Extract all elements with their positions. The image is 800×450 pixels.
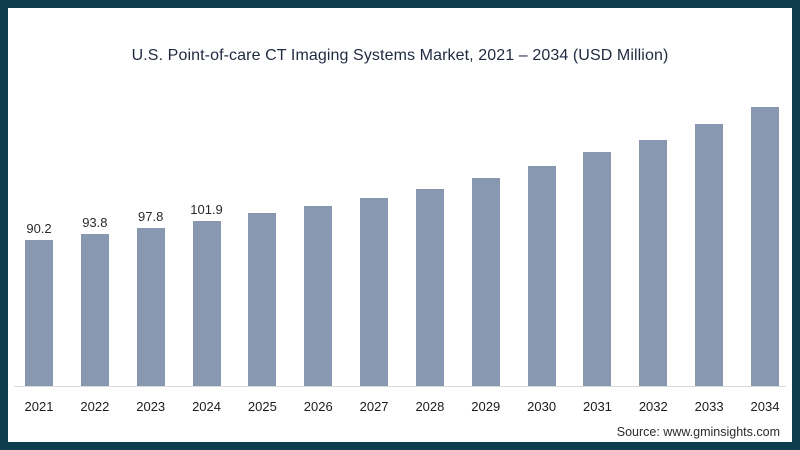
x-tick-label: 2031 [582, 399, 612, 414]
x-tick-label: 2026 [303, 399, 333, 414]
x-tick-2028: 2028 [415, 399, 445, 414]
bar-column-2022: 93.8 [80, 215, 109, 386]
x-tick-label: 2025 [247, 399, 277, 414]
bar-column-2034 [750, 107, 779, 386]
bar-column-2025 [248, 213, 277, 386]
x-tick-2029: 2029 [471, 399, 501, 414]
bar-value-label: 93.8 [82, 215, 108, 231]
bar-2034 [750, 107, 779, 386]
source-attribution: Source: www.gminsights.com [616, 425, 780, 439]
chart-title: U.S. Point-of-care CT Imaging Systems Ma… [131, 47, 669, 64]
bar-column-2031 [583, 152, 612, 386]
x-tick-2022: 2022 [80, 399, 110, 414]
bar-column-2021: 90.2 [25, 221, 53, 386]
bar-2025 [248, 213, 277, 386]
plot-area: 90.2 93.8 97.8 101.9 [14, 88, 786, 387]
x-tick-2023: 2023 [136, 399, 166, 414]
bar-column-2024: 101.9 [190, 202, 223, 386]
bar-2031 [583, 152, 612, 386]
x-tick-2026: 2026 [303, 399, 333, 414]
bar-2026 [304, 206, 333, 386]
x-tick-label: 2027 [359, 399, 389, 414]
x-tick-2024: 2024 [192, 399, 221, 414]
x-tick-label: 2030 [527, 399, 557, 414]
bar-value-label: 90.2 [26, 221, 52, 236]
bar-column-2029 [471, 178, 500, 386]
bar-2030 [527, 166, 556, 386]
x-tick-2031: 2031 [582, 399, 612, 414]
x-tick-2025: 2025 [247, 399, 277, 414]
bar-column-2027 [360, 198, 389, 386]
x-tick-label: 2023 [136, 399, 166, 414]
bar-column-2032 [639, 139, 668, 386]
bar-2027 [360, 198, 389, 386]
x-axis-labels: 2021 2022 2023 2024 2025 2026 2027 2028 2029 2030… [14, 399, 786, 414]
x-tick-2027: 2027 [359, 399, 389, 414]
bar-2029 [471, 178, 500, 386]
bar-column-2028 [415, 188, 444, 386]
x-tick-label: 2029 [471, 399, 501, 414]
x-tick-2030: 2030 [527, 399, 557, 414]
bar-value-label: 101.9 [190, 202, 223, 217]
x-tick-2034: 2034 [750, 399, 780, 414]
bar-2023 [136, 227, 165, 386]
bar-2022 [80, 234, 109, 386]
bar-column-2026 [304, 206, 333, 386]
x-tick-2033: 2033 [694, 399, 724, 414]
x-tick-label: 2024 [192, 399, 221, 414]
bar-2024 [192, 221, 221, 386]
bar-2032 [639, 139, 668, 386]
x-tick-label: 2022 [80, 399, 110, 414]
bar-value-label: 97.8 [138, 208, 164, 224]
x-tick-label: 2028 [415, 399, 445, 414]
bar-2033 [695, 123, 724, 386]
bar-column-2033 [695, 123, 724, 386]
x-tick-2032: 2032 [638, 399, 668, 414]
x-tick-label: 2034 [750, 399, 780, 414]
bar-2028 [415, 188, 444, 386]
x-tick-2021: 2021 [24, 399, 54, 414]
x-tick-label: 2032 [638, 399, 668, 414]
x-tick-label: 2021 [24, 399, 54, 414]
bar-2021 [25, 240, 53, 386]
x-tick-label: 2033 [694, 399, 724, 414]
bar-column-2023: 97.8 [136, 209, 165, 386]
bar-column-2030 [527, 166, 556, 386]
